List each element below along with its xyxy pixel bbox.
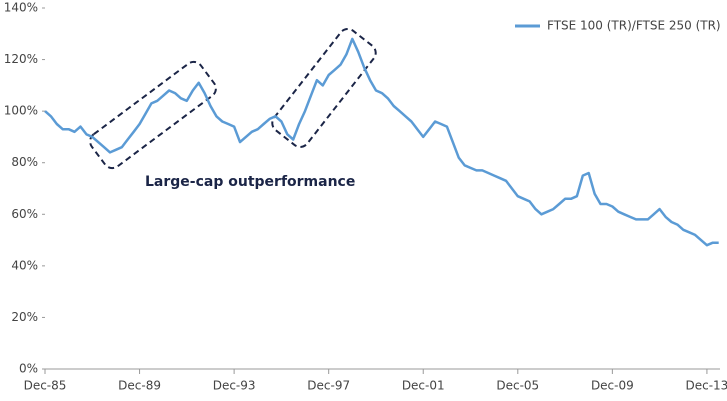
x-tick-label: Dec-85 bbox=[24, 379, 67, 393]
y-tick-label: 60% bbox=[11, 207, 38, 221]
x-tick-label: Dec-01 bbox=[402, 379, 445, 393]
x-tick-label: Dec-93 bbox=[213, 379, 256, 393]
y-tick-label: 20% bbox=[11, 310, 38, 324]
highlight-box bbox=[271, 28, 377, 148]
legend-label: FTSE 100 (TR)/FTSE 250 (TR) bbox=[547, 19, 721, 33]
y-tick-label: 0% bbox=[19, 362, 38, 376]
highlight-box bbox=[89, 60, 217, 170]
y-tick-label: 120% bbox=[4, 52, 38, 66]
y-tick-label: 40% bbox=[11, 258, 38, 272]
annotation: Large-cap outperformance bbox=[145, 174, 355, 190]
y-tick-label: 100% bbox=[4, 104, 38, 118]
x-tick-label: Dec-89 bbox=[118, 379, 161, 393]
x-tick-label: Dec-97 bbox=[307, 379, 350, 393]
y-tick-label: 80% bbox=[11, 155, 38, 169]
x-tick-label: Dec-09 bbox=[591, 379, 634, 393]
y-tick-label: 140% bbox=[4, 1, 38, 15]
data-line bbox=[44, 37, 719, 247]
x-tick-label: Dec-13 bbox=[686, 379, 727, 393]
x-tick-label: Dec-05 bbox=[496, 379, 539, 393]
